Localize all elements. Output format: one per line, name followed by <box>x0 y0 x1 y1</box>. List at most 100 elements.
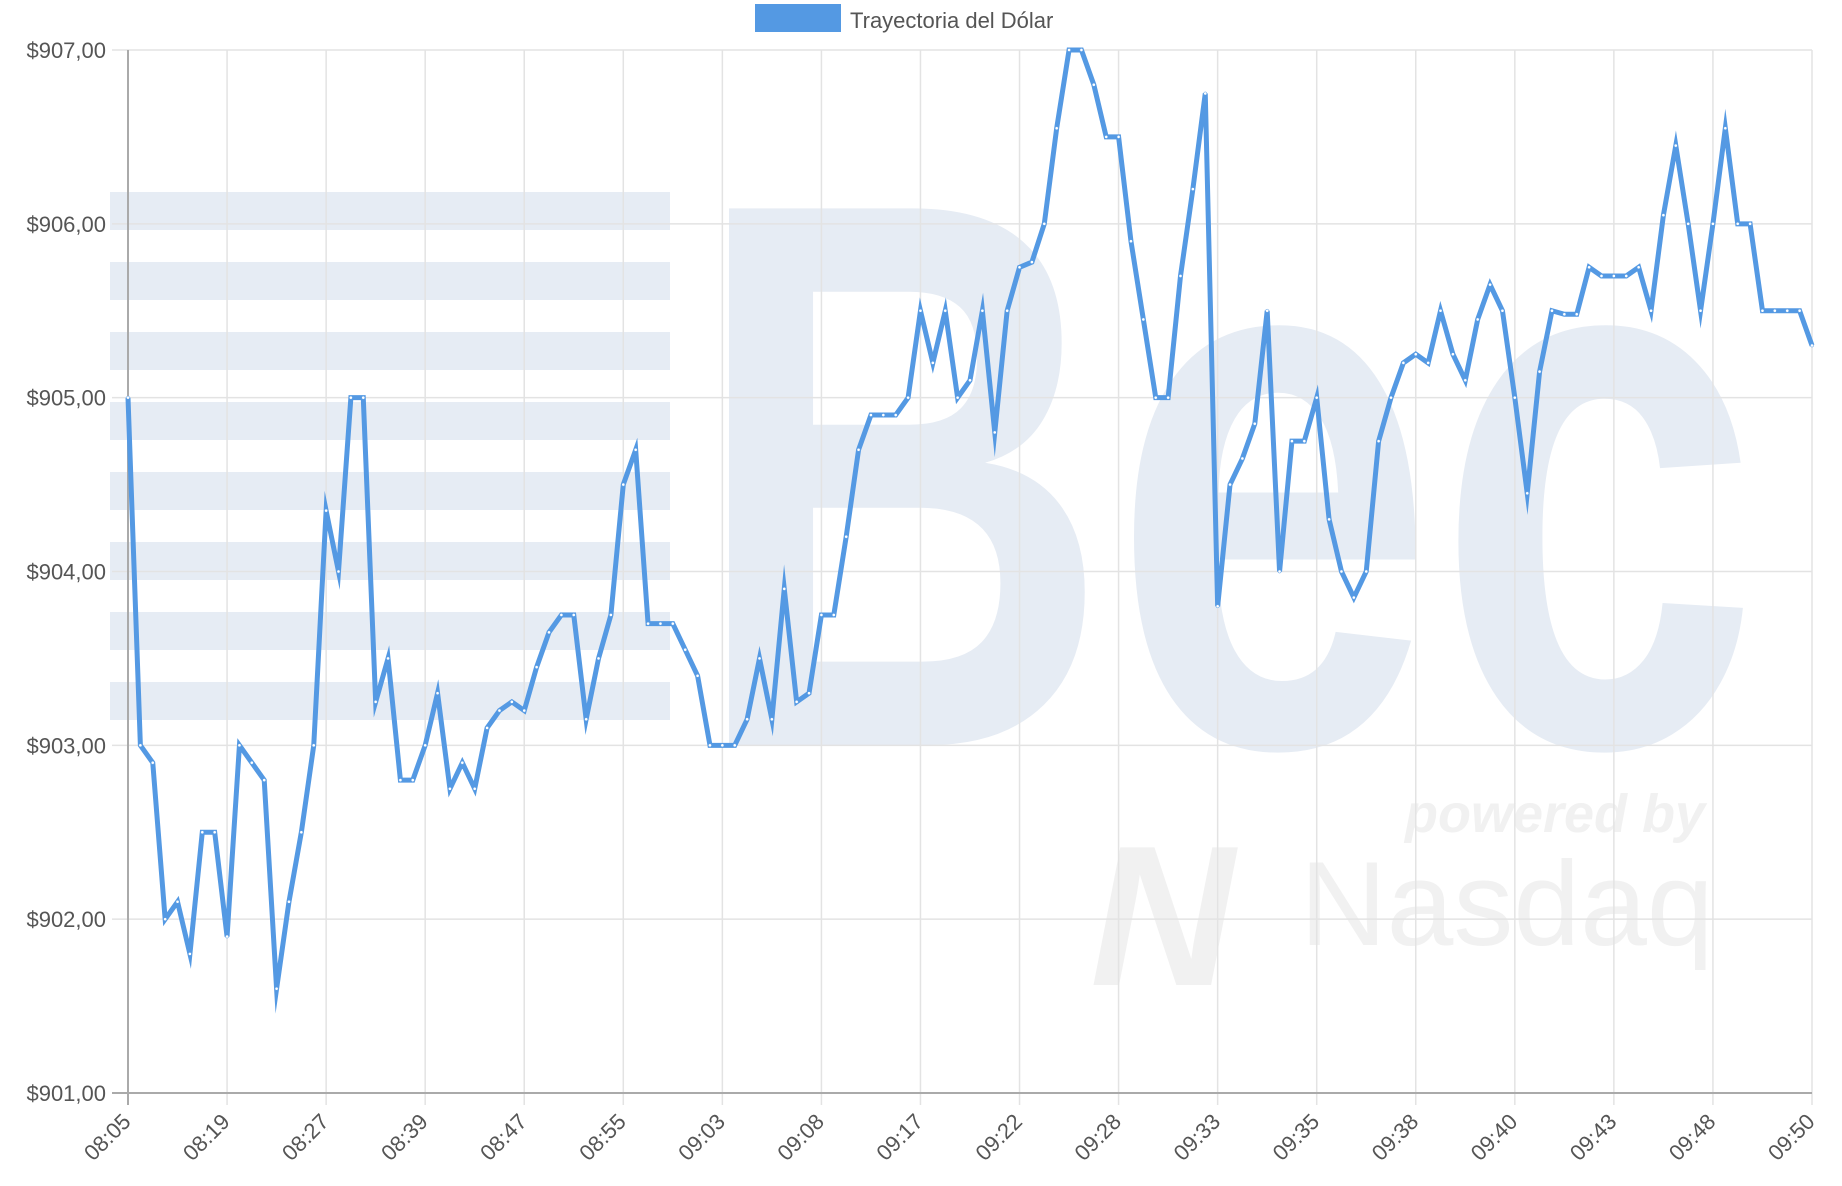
data-point[interactable] <box>262 778 267 782</box>
data-point[interactable] <box>398 778 403 782</box>
data-point[interactable] <box>1624 274 1629 278</box>
data-point[interactable] <box>794 700 799 704</box>
data-point[interactable] <box>955 395 960 400</box>
data-point[interactable] <box>534 665 539 669</box>
data-point[interactable] <box>931 361 935 365</box>
data-point[interactable] <box>1698 308 1703 313</box>
data-point[interactable] <box>237 743 242 748</box>
data-point[interactable] <box>1116 135 1121 139</box>
data-point[interactable] <box>1711 221 1715 226</box>
data-point[interactable] <box>1314 395 1319 400</box>
data-point[interactable] <box>633 447 638 452</box>
data-point[interactable] <box>745 717 749 722</box>
data-point[interactable] <box>1735 221 1740 226</box>
data-point[interactable] <box>1475 317 1480 322</box>
data-point[interactable] <box>1352 595 1356 600</box>
data-point[interactable] <box>1042 221 1047 226</box>
data-point[interactable] <box>1438 308 1443 313</box>
data-point[interactable] <box>1178 274 1183 278</box>
data-point[interactable] <box>274 986 279 991</box>
data-point[interactable] <box>968 378 972 383</box>
data-point[interactable] <box>138 743 143 748</box>
data-point[interactable] <box>1537 369 1542 374</box>
data-point[interactable] <box>1574 312 1579 317</box>
data-point[interactable] <box>1079 48 1084 52</box>
data-point[interactable] <box>559 613 564 617</box>
data-point[interactable] <box>1612 274 1616 278</box>
data-point[interactable] <box>757 656 762 661</box>
data-point[interactable] <box>175 899 180 904</box>
data-point[interactable] <box>410 778 415 782</box>
data-point[interactable] <box>1376 439 1381 443</box>
data-point[interactable] <box>200 830 205 835</box>
data-point[interactable] <box>906 395 910 400</box>
data-point[interactable] <box>1277 569 1282 574</box>
data-point[interactable] <box>1017 265 1022 270</box>
data-point[interactable] <box>126 395 130 400</box>
data-point[interactable] <box>1599 274 1604 278</box>
data-point[interactable] <box>1166 395 1170 400</box>
data-point[interactable] <box>1797 308 1802 313</box>
data-point[interactable] <box>311 743 316 748</box>
data-point[interactable] <box>460 760 465 765</box>
data-point[interactable] <box>708 743 712 748</box>
data-point[interactable] <box>1339 569 1344 574</box>
data-point[interactable] <box>819 613 824 617</box>
data-point[interactable] <box>163 917 167 922</box>
data-point[interactable] <box>1290 439 1294 443</box>
data-point[interactable] <box>150 760 155 765</box>
data-point[interactable] <box>1748 221 1752 226</box>
data-point[interactable] <box>1091 82 1096 87</box>
data-point[interactable] <box>1104 135 1109 139</box>
data-point[interactable] <box>188 952 192 956</box>
data-point[interactable] <box>1426 361 1431 365</box>
data-point[interactable] <box>1773 308 1777 313</box>
data-point[interactable] <box>1265 308 1270 313</box>
data-point[interactable] <box>1661 213 1666 217</box>
data-point[interactable] <box>472 786 477 791</box>
data-point[interactable] <box>646 621 650 626</box>
data-point[interactable] <box>1562 312 1567 317</box>
data-point[interactable] <box>881 413 886 417</box>
data-point[interactable] <box>1686 221 1691 226</box>
data-point[interactable] <box>584 717 589 722</box>
data-point[interactable] <box>609 613 613 617</box>
data-point[interactable] <box>621 482 626 487</box>
data-point[interactable] <box>349 395 353 400</box>
data-point[interactable] <box>336 569 341 574</box>
data-point[interactable] <box>1723 126 1728 131</box>
data-point[interactable] <box>596 656 601 661</box>
data-point[interactable] <box>1451 352 1455 357</box>
data-point[interactable] <box>1153 395 1158 400</box>
data-point[interactable] <box>1587 265 1591 270</box>
data-point[interactable] <box>992 430 997 435</box>
data-point[interactable] <box>547 630 551 635</box>
data-point[interactable] <box>1067 48 1071 52</box>
data-point[interactable] <box>225 934 229 939</box>
data-point[interactable] <box>658 621 663 626</box>
data-point[interactable] <box>1252 421 1257 426</box>
data-point[interactable] <box>287 899 291 904</box>
data-point[interactable] <box>980 308 985 313</box>
data-point[interactable] <box>448 786 452 791</box>
data-point[interactable] <box>1810 343 1814 348</box>
data-point[interactable] <box>1550 308 1554 313</box>
data-point[interactable] <box>522 708 527 713</box>
data-point[interactable] <box>1203 91 1208 96</box>
data-point[interactable] <box>918 308 923 313</box>
data-point[interactable] <box>212 830 217 835</box>
data-point[interactable] <box>1413 352 1418 357</box>
data-point[interactable] <box>435 691 440 696</box>
data-point[interactable] <box>1054 126 1059 131</box>
data-point[interactable] <box>510 700 514 704</box>
data-point[interactable] <box>324 508 328 513</box>
data-point[interactable] <box>386 656 390 661</box>
data-point[interactable] <box>1649 308 1653 313</box>
data-point[interactable] <box>1215 604 1220 609</box>
data-point[interactable] <box>856 447 861 452</box>
data-point[interactable] <box>299 830 304 835</box>
data-point[interactable] <box>423 743 428 748</box>
data-point[interactable] <box>361 395 366 400</box>
data-point[interactable] <box>1141 317 1146 322</box>
data-point[interactable] <box>1389 395 1393 400</box>
